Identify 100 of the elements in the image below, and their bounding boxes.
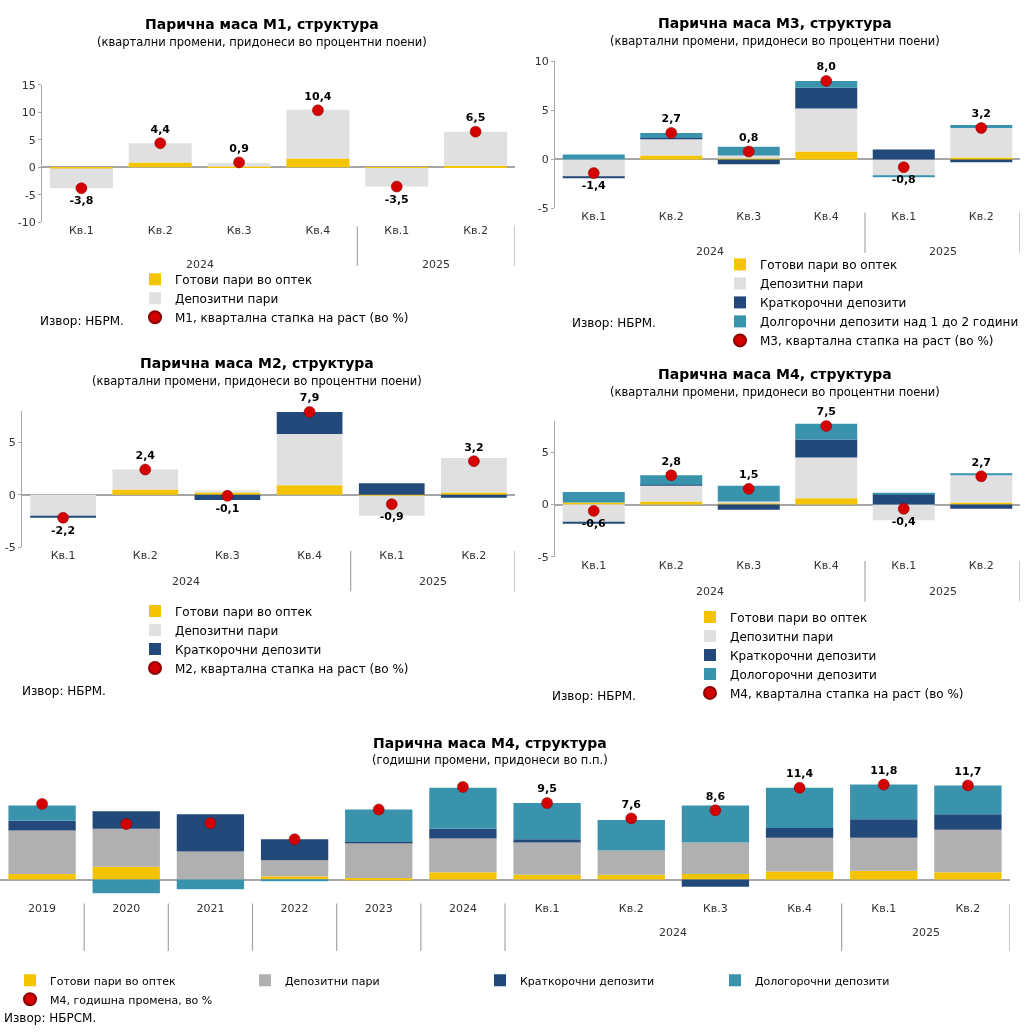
text: 2025 xyxy=(929,245,957,258)
legend-label: Депозитни пари xyxy=(285,974,380,988)
text: Извор: НБРМ. xyxy=(572,316,656,330)
x-tick-label: Кв.3 xyxy=(226,224,252,238)
x-tick-label: Кв.4 xyxy=(813,559,839,572)
text: 2025 xyxy=(912,926,940,939)
data-label: 11,4 xyxy=(786,767,814,781)
legend-label: Краткорочни депозити xyxy=(520,974,655,988)
data-label: 8,6 xyxy=(705,789,726,803)
x-tick-label: 2022 xyxy=(280,901,309,915)
x-tick-label: Кв.1 xyxy=(581,559,607,572)
legend-label: Готови пари во оптек xyxy=(760,258,898,273)
legend-label: Депозитни пари xyxy=(175,623,279,638)
text: 2025 xyxy=(929,585,957,598)
x-tick-label: Кв.1 xyxy=(69,224,94,238)
legend-label: М4, квартална стапка на раст (во %) xyxy=(730,686,964,701)
x-tick-label: Кв.3 xyxy=(736,210,762,224)
legend-label: Краткорочни депозити xyxy=(175,642,322,657)
text: 2024 xyxy=(186,258,214,271)
text: 2025 xyxy=(422,258,450,271)
data-label: 0,8 xyxy=(739,130,759,144)
x-tick-label: Кв.1 xyxy=(50,549,76,563)
text: Извор: НБРСМ. xyxy=(4,1011,97,1025)
x-tick-label: Кв.2 xyxy=(955,901,981,915)
data-label: 10,4 xyxy=(304,89,332,103)
text: 2024 xyxy=(696,245,724,258)
legend-label: М2, квартална стапка на раст (во %) xyxy=(175,661,409,676)
legend-label: Готови пари во оптек xyxy=(175,272,313,287)
x-tick-label: 2021 xyxy=(196,901,225,915)
y-tick-label: 5 xyxy=(541,446,549,460)
legend-label: Готови пари во оптек xyxy=(730,610,868,625)
annotation: Извор: НБРМ. xyxy=(552,689,636,703)
x-tick-label: Кв.2 xyxy=(461,549,487,563)
y-tick-label: 10 xyxy=(21,106,36,120)
y-tick-label: 0 xyxy=(8,488,16,502)
legend-label: Дологорочни депозити xyxy=(730,667,877,682)
x-tick-label: Кв.4 xyxy=(297,549,322,563)
x-tick-label: Кв.2 xyxy=(968,559,994,572)
data-label: 11,7 xyxy=(954,764,982,778)
y-tick-label: 0 xyxy=(541,498,549,512)
legend-label: Краткорочни депозити xyxy=(730,648,877,663)
data-label: 2,7 xyxy=(971,455,991,469)
x-tick-label: Кв.4 xyxy=(813,210,839,224)
y-tick-label: 5 xyxy=(8,436,16,450)
data-label: 7,6 xyxy=(621,797,642,811)
y-tick-label: -5 xyxy=(24,188,36,202)
x-tick-label: Кв.2 xyxy=(147,224,173,238)
x-tick-label: Кв.1 xyxy=(871,901,897,915)
data-label: 2,8 xyxy=(661,454,681,468)
data-label: -0,4 xyxy=(891,514,917,528)
text: 2024 xyxy=(172,575,200,588)
data-label: -0,1 xyxy=(215,501,240,515)
text: (годишни промени, придонеси во п.п.) xyxy=(372,753,608,767)
legend-label: Готови пари во оптек xyxy=(175,604,313,619)
data-label: -0,8 xyxy=(891,173,916,187)
data-label: 4,4 xyxy=(150,122,171,136)
text: Извор: НБРМ. xyxy=(40,314,124,328)
y-tick-label: 0 xyxy=(541,153,549,167)
data-label: 11,8 xyxy=(870,763,898,777)
y-tick-label: 10 xyxy=(534,55,549,69)
y-tick-label: 15 xyxy=(21,78,36,92)
y-tick-label: -5 xyxy=(537,202,549,216)
legend-label: M1, квартална стапка на раст (во %) xyxy=(175,310,409,325)
chart-title: Парична маса M1, структура xyxy=(145,16,379,32)
x-tick-label: Кв.2 xyxy=(618,901,644,915)
data-label: 1,5 xyxy=(739,468,759,482)
legend-label: Дологорочни депозити xyxy=(755,974,890,988)
legend-label: Депозитни пари xyxy=(760,277,864,292)
x-tick-label: 2020 xyxy=(112,901,141,915)
text: Парична маса М4, структура xyxy=(373,735,607,751)
data-label: -0,9 xyxy=(379,510,404,524)
data-label: 7,5 xyxy=(816,405,836,419)
chart-subtitle: (квартални промени, придонеси во процентни поени) xyxy=(97,35,427,49)
x-tick-label: Кв.1 xyxy=(534,901,560,915)
data-label: -1,4 xyxy=(581,179,607,193)
x-tick-label: Кв.2 xyxy=(968,210,994,224)
data-label: 2,7 xyxy=(661,112,681,126)
x-tick-label: Кв.3 xyxy=(736,559,762,572)
y-tick-label: 5 xyxy=(28,133,36,147)
legend-label: Депозитни пари xyxy=(730,629,834,644)
chart-title: Парична маса М4, структура xyxy=(658,366,892,382)
chart-title: Парична маса М2, структура xyxy=(140,355,374,371)
x-tick-label: Кв.1 xyxy=(384,224,410,238)
data-label: 6,5 xyxy=(465,111,486,125)
data-label: 9,5 xyxy=(537,782,557,796)
chart-subtitle: (квартални промени, придонеси во процентни поени) xyxy=(92,374,422,388)
data-label: 8,0 xyxy=(816,60,837,74)
x-tick-label: 2023 xyxy=(364,901,393,915)
x-tick-label: Кв.1 xyxy=(891,559,917,572)
legend-label: Депозитни пари xyxy=(175,291,279,306)
x-tick-label: Кв.2 xyxy=(658,559,684,572)
x-tick-label: 2019 xyxy=(28,901,57,915)
x-tick-label: Кв.1 xyxy=(891,210,917,224)
legend-label: Готови пари во оптек xyxy=(50,974,177,988)
y-tick-label: -5 xyxy=(537,550,549,564)
data-label: -3,5 xyxy=(384,192,409,206)
chart-title: Парична маса М3, структура xyxy=(658,15,892,31)
data-label: 7,9 xyxy=(299,391,320,405)
y-tick-label: 0 xyxy=(28,161,36,175)
legend-label: Долгорочни депозити над 1 до 2 години xyxy=(760,315,1019,330)
